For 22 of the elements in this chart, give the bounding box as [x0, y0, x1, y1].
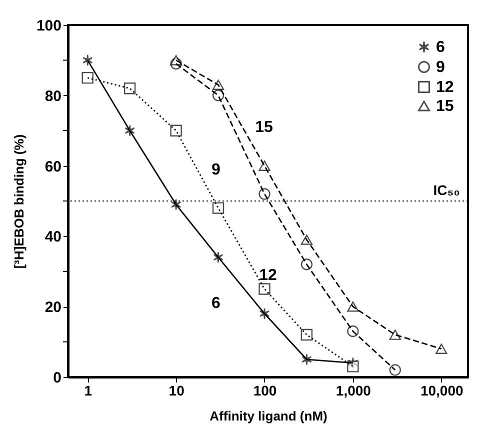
- x-tick-label: 1: [84, 382, 92, 398]
- y-tick-label: 40: [44, 228, 62, 246]
- legend-label: 6: [436, 39, 445, 56]
- legend-label: 9: [436, 59, 445, 76]
- y-tick-label: 60: [44, 158, 62, 176]
- legend-label: 12: [436, 79, 454, 96]
- x-tick-label: 10,000: [420, 382, 464, 398]
- y-tick-label: 100: [36, 18, 62, 34]
- y-tick-label: 0: [53, 370, 62, 386]
- x-tick-label: 1,000: [336, 382, 372, 398]
- y-axis-title: [³H]EBOB binding (%): [11, 134, 26, 269]
- y-tick-label: 80: [44, 88, 62, 105]
- x-tick-label: 10: [168, 382, 185, 398]
- annotation: 9: [212, 161, 221, 178]
- ref-line-label: IC₅₀: [433, 182, 460, 198]
- y-tick-label: 20: [44, 299, 62, 316]
- annotation: 15: [255, 119, 273, 136]
- annotation: 6: [212, 295, 221, 312]
- annotation: 12: [259, 266, 277, 284]
- x-tick-label: 100: [253, 382, 277, 398]
- x-axis-title: Affinity ligand (nM): [210, 408, 328, 424]
- legend-label: 15: [436, 98, 454, 115]
